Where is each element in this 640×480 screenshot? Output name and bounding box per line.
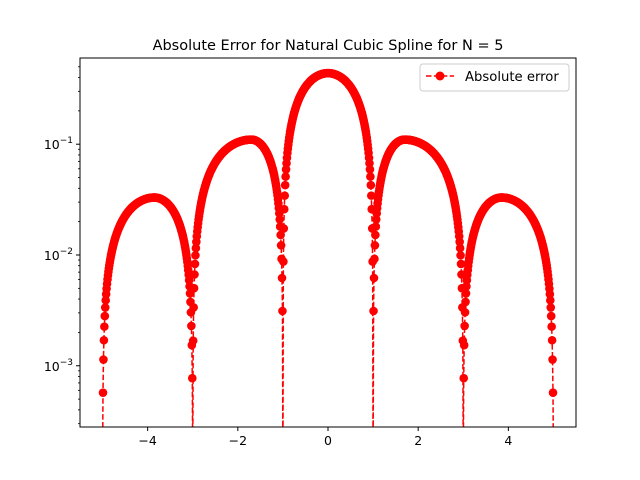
data-point bbox=[366, 172, 375, 181]
x-tick-label: −4 bbox=[138, 433, 156, 448]
data-point bbox=[189, 283, 199, 293]
data-point bbox=[279, 257, 288, 266]
data-point bbox=[100, 322, 109, 331]
data-point bbox=[456, 259, 466, 269]
y-tick-label: 10−1 bbox=[44, 136, 73, 152]
data-point bbox=[365, 158, 374, 168]
data-point bbox=[546, 296, 555, 305]
x-tick-label: 2 bbox=[414, 433, 422, 448]
x-axis: −4 −2 0 2 4 bbox=[138, 427, 512, 448]
data-point bbox=[279, 224, 289, 233]
data-point bbox=[547, 335, 557, 345]
x-tick-label: −2 bbox=[229, 433, 247, 448]
data-point bbox=[459, 373, 469, 383]
legend-label: Absolute error bbox=[465, 70, 559, 85]
data-point bbox=[548, 388, 558, 397]
data-point bbox=[190, 259, 200, 269]
data-point bbox=[369, 273, 379, 283]
data-point bbox=[371, 222, 381, 231]
data-point bbox=[548, 355, 557, 364]
data-point bbox=[456, 251, 465, 260]
data-point bbox=[100, 303, 110, 312]
data-point bbox=[461, 289, 471, 298]
data-point bbox=[188, 336, 198, 345]
legend-marker bbox=[435, 71, 445, 81]
data-point bbox=[455, 243, 465, 253]
y-tick-label: 10−3 bbox=[44, 358, 73, 374]
data-point bbox=[101, 296, 110, 305]
data-point bbox=[279, 204, 289, 214]
data-point bbox=[370, 254, 379, 264]
data-point bbox=[99, 335, 109, 345]
data-point bbox=[191, 251, 200, 260]
data-point bbox=[278, 306, 287, 316]
data-point bbox=[546, 303, 556, 312]
data-point bbox=[276, 230, 285, 240]
data-point bbox=[460, 321, 469, 331]
data-point bbox=[370, 241, 380, 250]
data-point bbox=[281, 165, 291, 174]
data-point bbox=[98, 388, 108, 397]
data-point bbox=[276, 241, 286, 250]
legend: Absolute error bbox=[419, 63, 570, 92]
data-point bbox=[184, 275, 194, 285]
data-point bbox=[371, 230, 380, 240]
data-point bbox=[275, 215, 285, 224]
data-point bbox=[369, 306, 378, 316]
data-point bbox=[277, 273, 287, 283]
chart-title: Absolute Error for Natural Cubic Spline … bbox=[153, 38, 504, 54]
data-point bbox=[189, 303, 198, 312]
data-point bbox=[462, 282, 471, 291]
legend-box bbox=[419, 63, 570, 92]
data-point bbox=[366, 180, 376, 190]
x-tick-label: 0 bbox=[324, 433, 332, 448]
series-layer bbox=[98, 68, 558, 427]
data-point bbox=[281, 172, 290, 181]
data-point bbox=[280, 191, 290, 200]
data-point bbox=[366, 191, 376, 200]
data-point bbox=[187, 373, 197, 383]
data-point bbox=[365, 165, 375, 174]
data-point bbox=[280, 180, 290, 190]
data-point bbox=[460, 308, 470, 317]
y-tick-label: 10−2 bbox=[44, 247, 73, 263]
data-point bbox=[191, 243, 201, 253]
x-tick-label: 4 bbox=[504, 433, 512, 448]
data-point bbox=[461, 297, 470, 307]
data-point bbox=[545, 289, 555, 299]
data-point bbox=[455, 237, 464, 247]
y-axis: 10−3 10−2 10−1 bbox=[44, 66, 80, 425]
data-point bbox=[190, 270, 199, 279]
data-point bbox=[100, 311, 110, 321]
data-point bbox=[547, 322, 556, 331]
data-point bbox=[99, 355, 108, 364]
data-point bbox=[187, 321, 196, 331]
data-point bbox=[459, 340, 469, 350]
data-point bbox=[546, 311, 556, 321]
